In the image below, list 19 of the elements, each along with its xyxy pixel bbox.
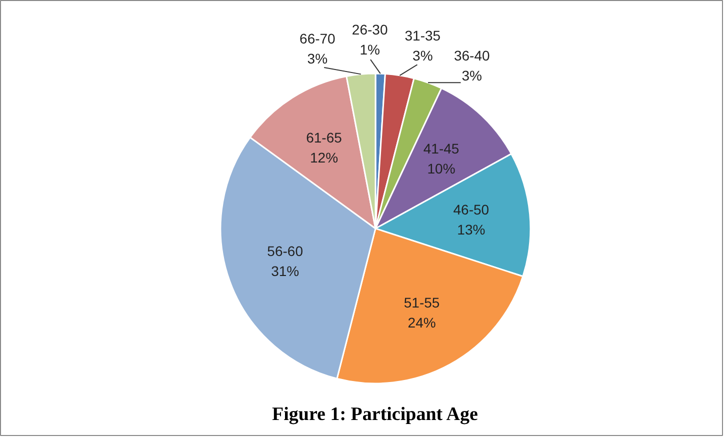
slice-label: 31-35 bbox=[404, 27, 441, 44]
text: Figure 1: Participant Age bbox=[272, 404, 478, 425]
slice-label: 66-70 bbox=[300, 30, 336, 46]
data-label: 13% bbox=[457, 221, 486, 238]
slice-label: 26-30 bbox=[352, 22, 388, 38]
slice-label: 41-45 bbox=[423, 140, 460, 156]
data-label: 24% bbox=[408, 314, 436, 331]
data-label: 3% bbox=[462, 67, 482, 84]
data-label: 1% bbox=[360, 42, 380, 58]
data-label: 3% bbox=[412, 47, 433, 64]
slice-label: 46-50 bbox=[453, 201, 490, 218]
slice-label: 56-60 bbox=[267, 243, 304, 260]
data-label: 12% bbox=[310, 149, 338, 166]
slice-label: 61-65 bbox=[306, 129, 342, 146]
data-label: 31% bbox=[271, 263, 300, 280]
slice-label: 36-40 bbox=[454, 47, 490, 64]
data-label: 3% bbox=[307, 50, 328, 66]
slice-label: 51-55 bbox=[404, 294, 440, 311]
data-label: 10% bbox=[427, 160, 456, 176]
